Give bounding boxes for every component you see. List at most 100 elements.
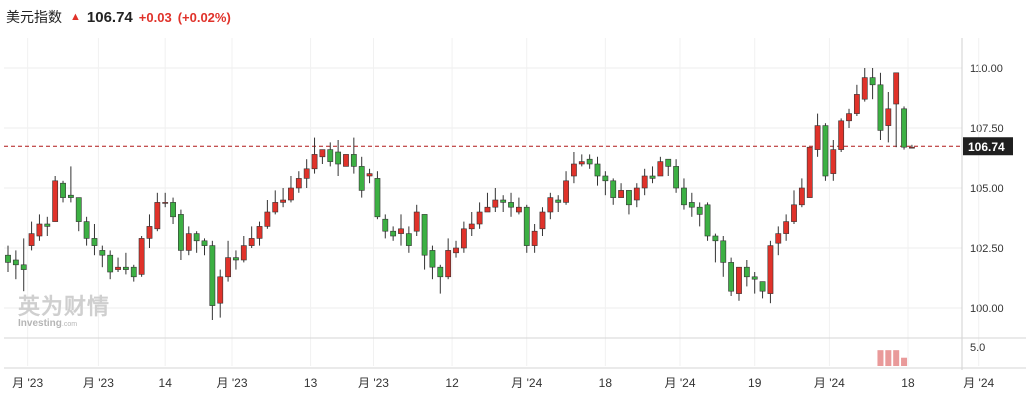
volume-tick-label: 5.0 (970, 342, 985, 354)
candle-body (44, 223, 51, 227)
candle-body (649, 175, 656, 179)
candle-body (783, 221, 790, 234)
candle-body (5, 254, 11, 263)
candle-body (523, 206, 530, 246)
candle-body (319, 149, 326, 158)
x-tick-label: 月 '24 (665, 376, 696, 390)
volume-bar (901, 357, 908, 366)
instrument-title: 美元指数 (6, 9, 62, 25)
candle-body (36, 223, 43, 237)
candle-body (846, 113, 852, 122)
candle-body (67, 194, 74, 198)
candle-body (12, 259, 19, 266)
candle-body (272, 202, 279, 213)
candle-body (130, 266, 137, 278)
candle-body (547, 197, 554, 213)
candle-body (626, 190, 632, 206)
candle-body (264, 211, 271, 227)
candle-body (201, 240, 208, 246)
candle-body (484, 206, 491, 213)
candle-body (382, 218, 389, 232)
y-tick-label: 105.00 (970, 183, 1004, 195)
candle-body (571, 163, 577, 177)
candle-body (681, 187, 687, 206)
current-price: 106.74 (86, 8, 133, 26)
candle-body (115, 266, 121, 270)
candle-body (798, 187, 805, 206)
candle-body (460, 228, 467, 249)
watermark-en-text: Investing (18, 318, 62, 329)
x-tick-label: 月 '24 (963, 376, 994, 390)
candle-body (20, 264, 27, 270)
candle-body (146, 226, 153, 239)
candle-body (500, 199, 507, 203)
candle-body (492, 199, 499, 208)
candle-body (508, 202, 514, 208)
candle-body (413, 211, 420, 232)
candle-body (303, 168, 310, 179)
candle-body (806, 146, 813, 198)
candle-body (193, 233, 200, 242)
candle-body (240, 245, 247, 261)
candle-body (861, 77, 868, 100)
candle-body (838, 120, 845, 150)
candle-body (791, 204, 797, 222)
y-tick-label: 107.50 (970, 123, 1004, 135)
candle-body (217, 276, 224, 304)
price-change-percent: (+0.02%) (177, 9, 231, 25)
candle-body (311, 154, 318, 170)
current-price-tag-label: 106.74 (968, 140, 1005, 154)
candle-body (901, 108, 907, 148)
candle-body (83, 221, 90, 239)
candle-body (453, 247, 459, 254)
candle-body (531, 230, 538, 246)
candle-body (185, 233, 192, 251)
watermark-en-suffix: .com (61, 321, 78, 328)
candle-body (358, 166, 365, 191)
candle-body (712, 235, 719, 242)
candle-body (366, 173, 373, 177)
candle-body (563, 180, 569, 203)
candle-body (248, 238, 255, 246)
candle-body (107, 254, 114, 273)
candle-body (288, 187, 294, 201)
volume-bar (877, 350, 884, 366)
candle-body (822, 125, 829, 177)
candle-body (468, 223, 475, 230)
x-tick-label: 19 (748, 376, 762, 390)
y-tick-label: 110.00 (970, 63, 1003, 75)
price-change: +0.03 (138, 9, 172, 25)
candle-body (618, 190, 624, 198)
candle-body (123, 266, 129, 270)
y-tick-label: 100.00 (970, 303, 1004, 315)
candle-body (869, 77, 876, 86)
candle-body (515, 206, 522, 213)
x-tick-label: 月 '23 (358, 376, 389, 390)
candle-body (908, 146, 915, 149)
candle-body (335, 151, 342, 165)
candle-body (720, 240, 727, 263)
candle-body (877, 84, 884, 131)
candle-body (170, 202, 176, 218)
candle-body (405, 233, 412, 246)
candle-body (555, 199, 562, 203)
investing-watermark-logo: 英为财情 Investing.com (18, 296, 110, 329)
watermark-cn: 英为财情 (18, 294, 111, 319)
candle-body (602, 175, 609, 182)
candle-body (586, 158, 593, 165)
volume-bar (885, 350, 892, 366)
candle-body (437, 266, 444, 278)
x-tick-label: 月 '23 (12, 376, 43, 390)
candle-body (398, 228, 404, 234)
candle-body (162, 202, 169, 204)
candle-body (736, 266, 742, 294)
volume-bar (893, 350, 900, 366)
x-tick-label: 月 '23 (83, 376, 114, 390)
x-tick-label: 月 '24 (814, 376, 845, 390)
candle-body (688, 202, 695, 208)
candle-body (696, 206, 703, 215)
candle-body (225, 257, 231, 278)
candle-body (476, 211, 483, 225)
candle-body (885, 108, 892, 126)
